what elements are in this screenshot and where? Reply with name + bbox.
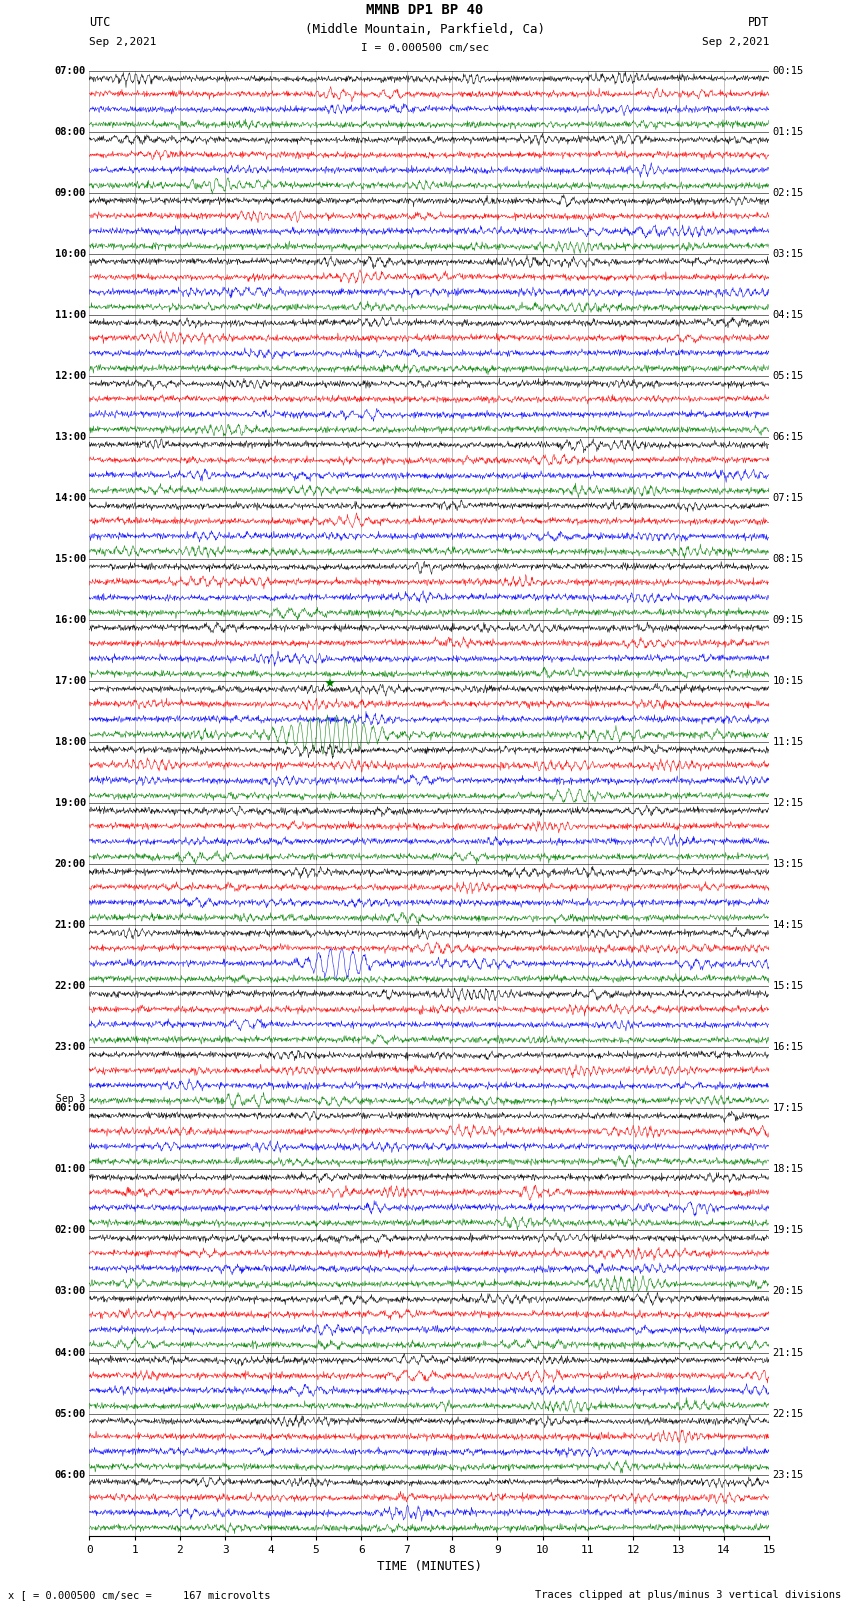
Text: 21:00: 21:00 — [54, 921, 86, 931]
Text: 19:00: 19:00 — [54, 798, 86, 808]
Text: 07:15: 07:15 — [773, 494, 804, 503]
Text: 00:15: 00:15 — [773, 66, 804, 76]
Text: 13:15: 13:15 — [773, 860, 804, 869]
Text: I = 0.000500 cm/sec: I = 0.000500 cm/sec — [361, 44, 489, 53]
Text: 01:15: 01:15 — [773, 127, 804, 137]
Text: Sep 3: Sep 3 — [56, 1094, 86, 1103]
Text: 12:15: 12:15 — [773, 798, 804, 808]
Text: 14:00: 14:00 — [54, 494, 86, 503]
Text: 16:00: 16:00 — [54, 615, 86, 626]
Text: 11:15: 11:15 — [773, 737, 804, 747]
Text: 16:15: 16:15 — [773, 1042, 804, 1052]
Text: 14:15: 14:15 — [773, 921, 804, 931]
Text: 11:00: 11:00 — [54, 310, 86, 319]
Text: x [ = 0.000500 cm/sec =     167 microvolts: x [ = 0.000500 cm/sec = 167 microvolts — [8, 1590, 271, 1600]
Text: 15:00: 15:00 — [54, 555, 86, 565]
Text: 06:00: 06:00 — [54, 1469, 86, 1479]
Text: 23:00: 23:00 — [54, 1042, 86, 1052]
Text: Sep 2,2021: Sep 2,2021 — [702, 37, 769, 47]
Text: Traces clipped at plus/minus 3 vertical divisions: Traces clipped at plus/minus 3 vertical … — [536, 1590, 842, 1600]
Text: 09:00: 09:00 — [54, 189, 86, 198]
Text: 08:00: 08:00 — [54, 127, 86, 137]
Text: 00:00: 00:00 — [54, 1103, 86, 1113]
Text: 09:15: 09:15 — [773, 615, 804, 626]
Text: 17:15: 17:15 — [773, 1103, 804, 1113]
X-axis label: TIME (MINUTES): TIME (MINUTES) — [377, 1560, 482, 1573]
Text: 04:15: 04:15 — [773, 310, 804, 319]
Text: 13:00: 13:00 — [54, 432, 86, 442]
Text: 03:15: 03:15 — [773, 248, 804, 260]
Text: 12:00: 12:00 — [54, 371, 86, 381]
Text: 17:00: 17:00 — [54, 676, 86, 686]
Text: 10:15: 10:15 — [773, 676, 804, 686]
Text: 05:00: 05:00 — [54, 1408, 86, 1418]
Text: 02:15: 02:15 — [773, 189, 804, 198]
Text: MMNB DP1 BP 40: MMNB DP1 BP 40 — [366, 3, 484, 16]
Text: 07:00: 07:00 — [54, 66, 86, 76]
Text: 23:15: 23:15 — [773, 1469, 804, 1479]
Text: PDT: PDT — [748, 16, 769, 29]
Text: 05:15: 05:15 — [773, 371, 804, 381]
Text: 01:00: 01:00 — [54, 1165, 86, 1174]
Text: 10:00: 10:00 — [54, 248, 86, 260]
Text: 18:00: 18:00 — [54, 737, 86, 747]
Text: 06:15: 06:15 — [773, 432, 804, 442]
Text: UTC: UTC — [89, 16, 110, 29]
Text: (Middle Mountain, Parkfield, Ca): (Middle Mountain, Parkfield, Ca) — [305, 23, 545, 35]
Text: 19:15: 19:15 — [773, 1226, 804, 1236]
Text: 02:00: 02:00 — [54, 1226, 86, 1236]
Text: 04:00: 04:00 — [54, 1347, 86, 1358]
Text: 03:00: 03:00 — [54, 1287, 86, 1297]
Text: 08:15: 08:15 — [773, 555, 804, 565]
Text: 21:15: 21:15 — [773, 1347, 804, 1358]
Text: 18:15: 18:15 — [773, 1165, 804, 1174]
Text: 22:00: 22:00 — [54, 981, 86, 992]
Text: Sep 2,2021: Sep 2,2021 — [89, 37, 156, 47]
Text: 15:15: 15:15 — [773, 981, 804, 992]
Text: 22:15: 22:15 — [773, 1408, 804, 1418]
Text: 20:00: 20:00 — [54, 860, 86, 869]
Text: 20:15: 20:15 — [773, 1287, 804, 1297]
